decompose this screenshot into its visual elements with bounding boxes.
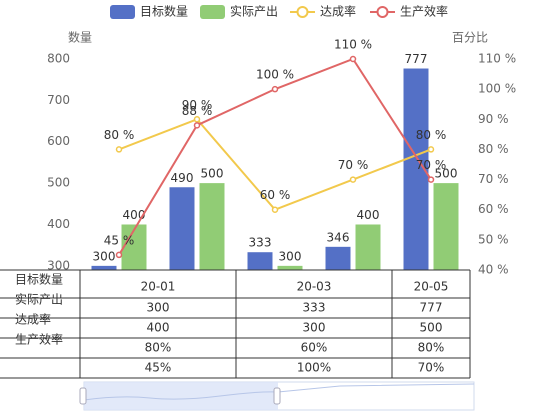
y2-tick-label: 50 % (478, 232, 509, 246)
bar-label: 490 (171, 171, 194, 185)
zoom-window[interactable] (84, 382, 278, 410)
y-tick-label: 700 (47, 93, 70, 107)
legend-item[interactable]: 实际产出 (200, 4, 278, 20)
table-cell: 300 (303, 321, 326, 335)
table-cell: 80% (145, 341, 172, 355)
line-point (427, 176, 435, 183)
legend-item[interactable]: 达成率 (290, 4, 356, 19)
y2-axis-label: 百分比 (452, 31, 488, 45)
bar-label: 777 (405, 52, 428, 66)
row-header: 实际产出 (15, 292, 63, 307)
y-tick-label: 400 (47, 217, 70, 231)
line-point (193, 122, 201, 129)
y2-tick-label: 90 % (478, 112, 509, 126)
bar-label: 400 (123, 208, 146, 222)
y2-tick-label: 110 % (478, 52, 516, 66)
y2-tick-label: 70 % (478, 172, 509, 186)
bar (199, 183, 225, 270)
data-zoom[interactable] (79, 381, 475, 411)
y-tick-label: 800 (47, 52, 70, 66)
bar-label: 400 (357, 208, 380, 222)
y2-tick-label: 100 % (478, 82, 516, 96)
table-cell: 300 (147, 301, 170, 315)
table-cell: 45% (145, 361, 172, 375)
legend-label: 实际产出 (230, 4, 278, 19)
legend-label: 生产效率 (400, 4, 448, 19)
line-point (427, 146, 435, 153)
row-header: 目标数量 (15, 272, 63, 287)
bar (91, 265, 117, 270)
line-label: 88 % (182, 104, 213, 118)
bar (121, 224, 147, 270)
bar (169, 187, 195, 270)
legend-item[interactable]: 目标数量 (110, 4, 188, 20)
table-header: 20-01 (141, 280, 176, 294)
y2-tick-label: 40 % (478, 263, 509, 277)
line-point (193, 116, 201, 123)
table-header: 20-05 (414, 280, 449, 294)
y-tick-label: 500 (47, 176, 70, 190)
y-axis-label: 数量 (68, 30, 92, 45)
legend-label: 达成率 (320, 4, 356, 19)
table-cell: 70% (418, 361, 445, 375)
table-cell: 500 (420, 321, 443, 335)
legend-swatch (110, 5, 135, 19)
table-cell: 80% (418, 341, 445, 355)
bar (277, 265, 303, 270)
y2-tick-label: 60 % (478, 202, 509, 216)
bar (355, 224, 381, 270)
bar (247, 252, 273, 270)
line-point (349, 176, 357, 183)
bar (325, 246, 351, 270)
line-point (349, 55, 357, 63)
line-point (115, 251, 123, 259)
line-label: 45 % (104, 233, 135, 247)
bar-label: 500 (435, 167, 458, 181)
line-label: 70 % (338, 158, 369, 172)
bar-label: 300 (93, 249, 116, 263)
table-cell: 400 (147, 321, 170, 335)
legend-item[interactable]: 生产效率 (370, 4, 448, 19)
line-label: 100 % (256, 68, 294, 82)
line-label: 80 % (416, 128, 447, 142)
bar-label: 300 (279, 249, 302, 263)
line-point (271, 85, 279, 93)
bar-label: 333 (249, 236, 272, 250)
legend-swatch (376, 6, 389, 18)
y-tick-label: 300 (47, 258, 70, 272)
legend-label: 目标数量 (140, 4, 188, 19)
legend-swatch (200, 5, 225, 19)
row-header: 达成率 (15, 312, 51, 327)
y-tick-label: 600 (47, 134, 70, 148)
legend-swatch (296, 6, 309, 18)
line-point (271, 206, 279, 213)
table-header: 20-03 (297, 280, 332, 294)
table-cell: 60% (301, 341, 328, 355)
bar-label: 346 (327, 230, 350, 244)
line-label: 90 % (182, 98, 213, 112)
table-cell: 777 (420, 301, 443, 315)
y2-tick-label: 80 % (478, 142, 509, 156)
zoom-handle[interactable] (79, 387, 87, 405)
line-point (115, 146, 123, 153)
line-label: 80 % (104, 128, 135, 142)
row-header: 生产效率 (15, 332, 63, 347)
table-cell: 333 (303, 301, 326, 315)
bar (433, 183, 459, 270)
bar-label: 500 (201, 167, 224, 181)
table-cell: 100% (297, 361, 331, 375)
line-label: 110 % (334, 38, 372, 52)
line-label: 70 % (416, 158, 447, 172)
zoom-handle[interactable] (273, 387, 281, 405)
zoom-preview (83, 383, 475, 401)
line-label: 60 % (260, 188, 291, 202)
